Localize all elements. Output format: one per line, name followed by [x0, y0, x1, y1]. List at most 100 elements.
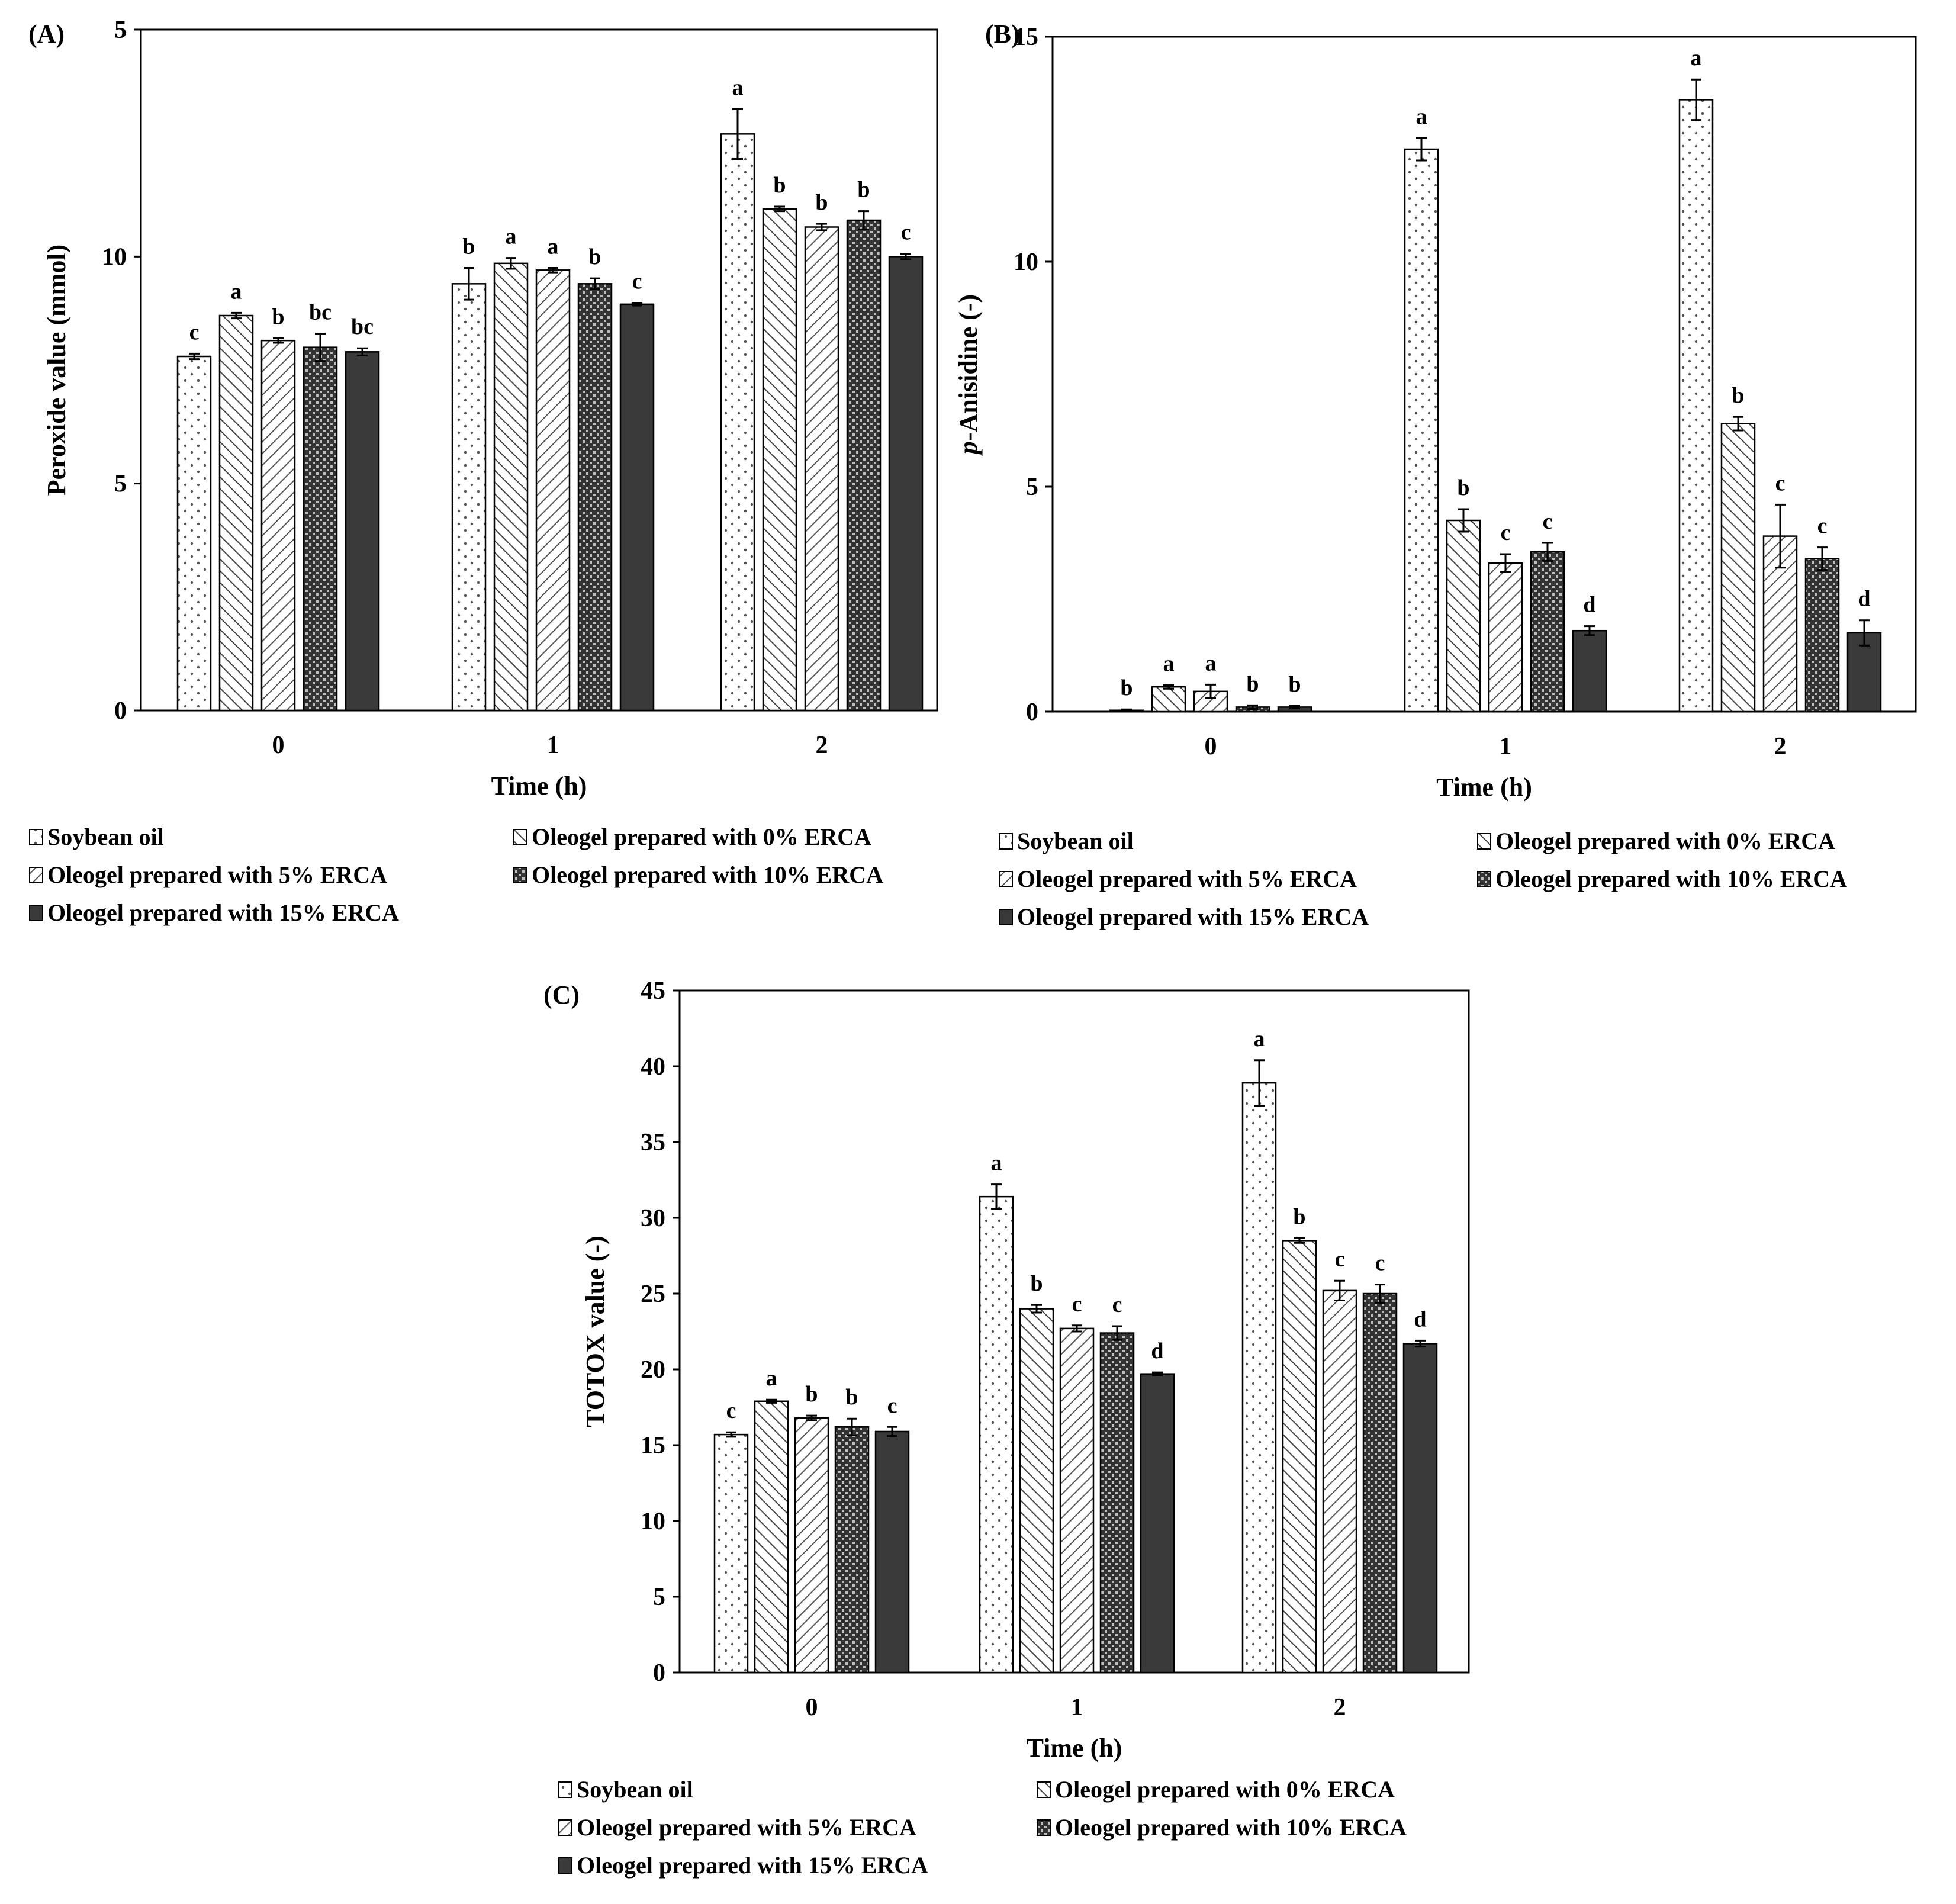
legend-swatch: [999, 909, 1013, 925]
legend-swatch: [1477, 871, 1491, 887]
significance-letter: b: [773, 173, 786, 198]
x-tick-label: 1: [1500, 733, 1512, 760]
significance-letter: c: [1072, 1292, 1082, 1317]
significance-letter: a: [1416, 104, 1427, 129]
bar-crosshatch: [834, 1426, 870, 1674]
x-tick-label: 0: [272, 732, 285, 759]
significance-letter: a: [1163, 651, 1175, 676]
significance-letter: a: [231, 279, 242, 304]
significance-letter: d: [1414, 1307, 1426, 1331]
bar-crosshatch: [1362, 1292, 1398, 1674]
bar-crosshatch: [1804, 558, 1840, 713]
legend-label: Soybean oil: [47, 824, 164, 850]
bar-crosshatch: [577, 283, 613, 712]
bar-crosshatch: [1099, 1332, 1135, 1674]
bar-crosshatch: [303, 346, 338, 712]
significance-letter: c: [887, 1393, 897, 1418]
significance-letter: a: [1254, 1027, 1265, 1051]
bar-dots: [720, 133, 755, 712]
legend-label: Oleogel prepared with 10% ERCA: [1495, 866, 1847, 892]
y-tick-label: 0: [1026, 699, 1038, 726]
bar-dots: [176, 355, 212, 712]
bar-crosshatch: [1530, 551, 1565, 713]
legend-swatch: [29, 867, 43, 883]
bar-solid: [1140, 1373, 1175, 1674]
legend-label: Soybean oil: [1017, 828, 1134, 854]
significance-letter: c: [901, 220, 911, 245]
significance-letter: a: [506, 224, 517, 249]
y-tick-label: 25: [641, 1281, 665, 1308]
legend-swatch: [558, 1857, 572, 1874]
legend-label: Oleogel prepared with 10% ERCA: [1055, 1814, 1407, 1841]
significance-letter: c: [1775, 471, 1786, 496]
legend-label: Oleogel prepared with 10% ERCA: [532, 861, 883, 888]
significance-letter: b: [857, 178, 870, 202]
significance-letter: d: [1858, 587, 1870, 612]
legend-label: Oleogel prepared with 0% ERCA: [532, 824, 871, 850]
y-axis-label: Peroxide value (mmol): [42, 245, 71, 496]
panel-label: (B): [985, 20, 1020, 49]
legend-swatch: [1477, 833, 1491, 850]
x-tick-label: 2: [816, 732, 828, 759]
legend-label: Oleogel prepared with 15% ERCA: [577, 1852, 928, 1879]
bar-dots: [1678, 99, 1714, 713]
bar-dots: [1241, 1082, 1277, 1674]
significance-letter: b: [462, 234, 475, 259]
x-axis-label: Time (h): [1027, 1733, 1122, 1763]
legend-label: Oleogel prepared with 15% ERCA: [47, 899, 399, 926]
bar-solid: [619, 303, 655, 712]
legend-label: Oleogel prepared with 0% ERCA: [1495, 828, 1835, 854]
x-tick-label: 1: [547, 732, 559, 759]
y-tick-label: 10: [1014, 249, 1038, 276]
significance-letter: b: [845, 1385, 858, 1410]
y-tick-label: 5: [653, 1584, 665, 1611]
bar-slash: [260, 339, 296, 712]
y-tick-label: 45: [641, 977, 665, 1005]
y-axis-label: p-Anisidine (-): [954, 294, 983, 456]
significance-letter: c: [1817, 514, 1828, 539]
plot-frame: [1051, 36, 1917, 713]
y-tick-label: 30: [641, 1205, 665, 1232]
bar-slash: [794, 1417, 829, 1674]
legend-swatch: [999, 833, 1013, 850]
significance-letter: c: [1335, 1247, 1345, 1272]
significance-letter: a: [1205, 651, 1217, 676]
bar-dots: [451, 283, 487, 712]
legend-swatch: [29, 829, 43, 845]
legend-swatch: [1037, 1781, 1051, 1798]
y-tick-label: 40: [641, 1053, 665, 1080]
significance-letter: b: [1288, 672, 1301, 697]
significance-letter: b: [1293, 1205, 1305, 1230]
significance-letter: c: [1375, 1251, 1385, 1276]
legend-label: Oleogel prepared with 0% ERCA: [1055, 1776, 1395, 1803]
bar-backslash: [1720, 423, 1756, 713]
legend-swatch: [1037, 1819, 1051, 1836]
y-tick-label: 15: [1014, 24, 1038, 51]
bar-solid: [888, 256, 924, 712]
significance-letter: c: [1543, 509, 1553, 534]
y-tick-label: 0: [653, 1659, 665, 1687]
significance-letter: c: [1501, 520, 1511, 545]
bar-backslash: [1282, 1240, 1317, 1674]
y-axis-label-text: -Anisidine (-): [954, 294, 983, 441]
significance-letter: b: [1030, 1271, 1043, 1296]
bar-backslash: [493, 262, 529, 712]
x-tick-label: 1: [1071, 1694, 1083, 1721]
bar-solid: [1402, 1343, 1438, 1674]
significance-letter: b: [272, 304, 284, 329]
bar-slash: [1322, 1289, 1357, 1674]
significance-letter: a: [766, 1366, 777, 1391]
legend-swatch: [513, 867, 527, 883]
bar-backslash: [218, 314, 254, 712]
significance-letter: b: [805, 1382, 818, 1407]
y-tick-label: 5: [114, 471, 127, 498]
significance-letter: b: [588, 245, 601, 269]
legend-label: Oleogel prepared with 5% ERCA: [1017, 866, 1357, 892]
significance-letter: a: [732, 75, 744, 100]
bar-slash: [804, 226, 839, 712]
significance-letter: bc: [309, 300, 332, 325]
y-tick-label: 5: [114, 17, 127, 44]
y-tick-label: 35: [641, 1129, 665, 1156]
